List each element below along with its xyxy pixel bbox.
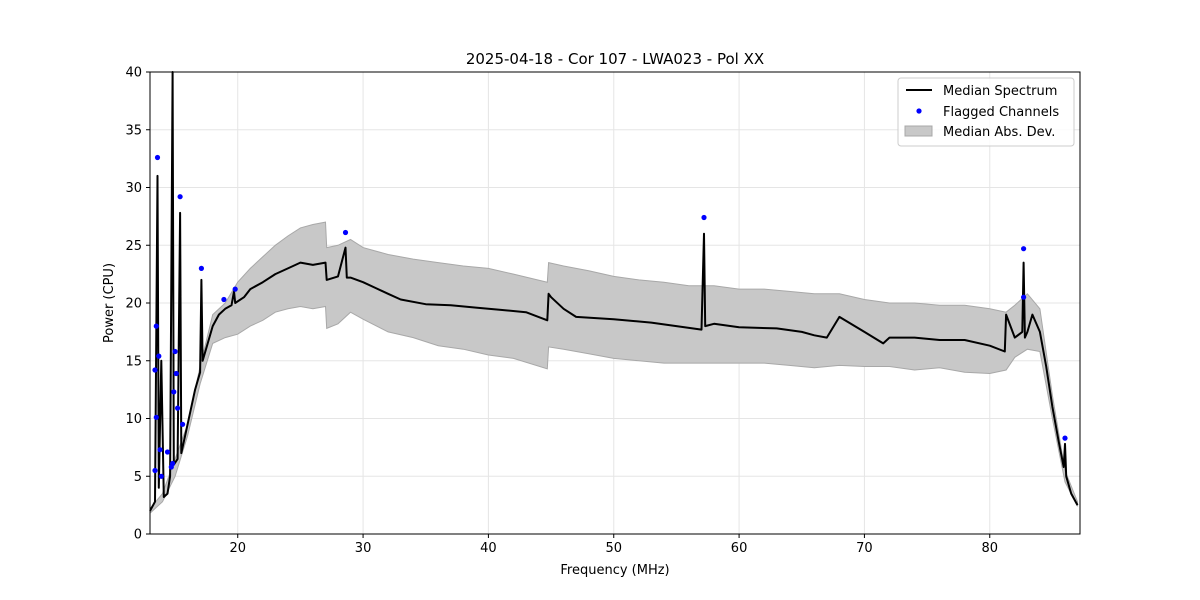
flagged-channel-point [1021, 246, 1027, 252]
flagged-channel-point [172, 348, 178, 355]
x-tick-label: 40 [480, 541, 497, 556]
legend-flagged-label: Flagged Channels [943, 105, 1059, 120]
flagged-channel-point [701, 214, 707, 221]
flagged-channel-point [180, 421, 186, 427]
flagged-channel-point [153, 323, 159, 329]
legend: Median Spectrum Flagged Channels Median … [897, 77, 1075, 147]
y-tick-label: 40 [125, 66, 142, 81]
y-tick-label: 25 [125, 239, 142, 254]
flagged-channel-point [232, 286, 238, 292]
flagged-channel-point [157, 447, 163, 453]
flagged-channel-point [152, 367, 158, 373]
y-tick-label: 10 [125, 412, 142, 427]
flagged-channel-point [173, 370, 179, 377]
flagged-channel-point [170, 460, 176, 467]
x-tick-label: 20 [229, 541, 246, 556]
x-tick-label: 70 [856, 541, 873, 556]
flagged-channel-point [1021, 294, 1027, 300]
flagged-channel-point [153, 414, 159, 420]
legend-flagged-marker-swatch [916, 108, 922, 114]
flagged-channel-point [158, 473, 164, 479]
flagged-channel-point [171, 389, 177, 395]
flagged-channel-point [1062, 435, 1068, 441]
y-tick-label: 15 [125, 354, 142, 369]
legend-mad-patch-swatch [904, 125, 933, 137]
y-axis-label: Power (CPU) [102, 263, 117, 343]
y-tick-label: 20 [125, 297, 142, 312]
legend-box [897, 77, 1075, 147]
flagged-channel-point [342, 229, 349, 236]
legend-median-label: Median Spectrum [943, 84, 1057, 99]
y-tick-label: 5 [134, 470, 142, 485]
chart-title: 2025-04-18 - Cor 107 - LWA023 - Pol XX [466, 50, 764, 68]
flagged-channel-point [154, 154, 161, 161]
y-tick-label: 30 [125, 181, 142, 196]
flagged-channel-point [156, 353, 162, 359]
median-line-layer [149, 71, 1079, 512]
x-axis-label: Frequency (MHz) [560, 563, 669, 578]
flagged-channel-point [198, 265, 204, 271]
flagged-channel-point [152, 467, 158, 474]
flagged-channel-point [221, 296, 227, 303]
flagged-channel-point [177, 194, 183, 200]
y-tick-label: 0 [134, 528, 142, 543]
flagged-channel-point [175, 405, 181, 411]
x-axis-ticks: 20 30 40 50 60 70 80 [229, 534, 998, 556]
median-spectrum-line [149, 71, 1079, 512]
x-tick-label: 60 [731, 541, 748, 556]
mad-band [149, 221, 1078, 515]
y-axis-ticks: 0 5 10 15 20 25 30 35 40 [125, 66, 150, 543]
x-tick-label: 30 [355, 541, 372, 556]
y-tick-label: 35 [125, 123, 142, 138]
x-tick-label: 50 [605, 541, 622, 556]
mad-band-layer [149, 221, 1078, 515]
flagged-channels-layer [152, 154, 1068, 479]
x-tick-label: 80 [981, 541, 998, 556]
legend-mad-label: Median Abs. Dev. [943, 125, 1055, 140]
flagged-channel-point [164, 449, 171, 455]
